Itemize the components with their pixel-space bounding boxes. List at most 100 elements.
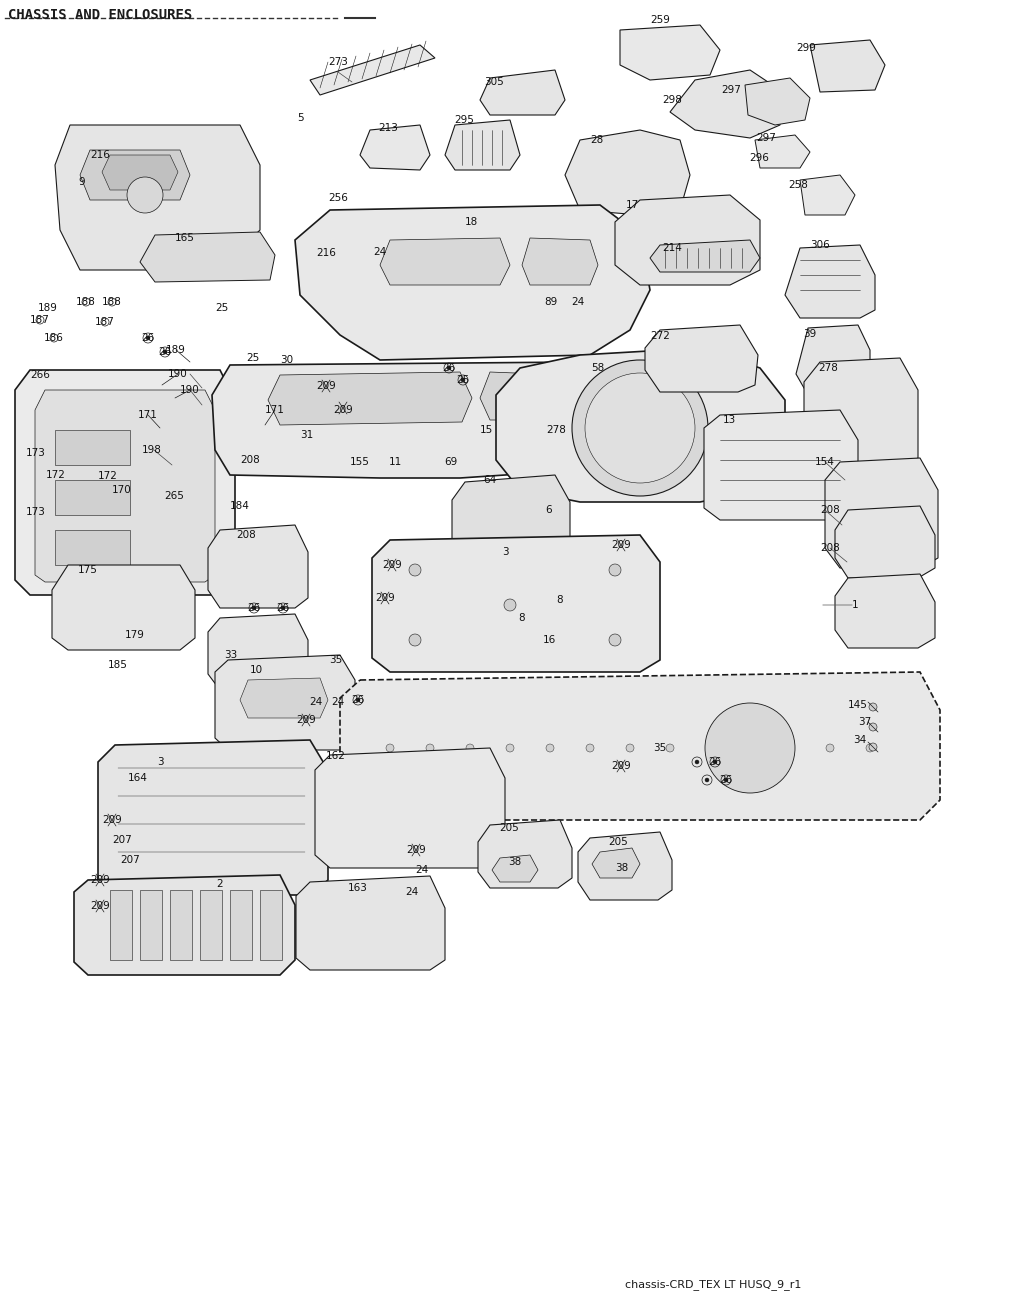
Polygon shape bbox=[208, 525, 308, 608]
Polygon shape bbox=[835, 574, 935, 649]
Text: 35: 35 bbox=[330, 655, 343, 664]
Polygon shape bbox=[492, 855, 538, 882]
Text: 24: 24 bbox=[332, 697, 345, 706]
Text: 2: 2 bbox=[217, 878, 223, 889]
Text: 208: 208 bbox=[820, 544, 840, 553]
Circle shape bbox=[695, 760, 699, 764]
Text: 273: 273 bbox=[328, 56, 348, 67]
Text: 3: 3 bbox=[157, 758, 163, 767]
Text: 296: 296 bbox=[750, 154, 769, 163]
Polygon shape bbox=[230, 890, 252, 960]
Text: 6: 6 bbox=[546, 506, 552, 515]
Text: 209: 209 bbox=[611, 762, 631, 771]
Text: 58: 58 bbox=[592, 362, 604, 373]
Polygon shape bbox=[445, 119, 520, 169]
Polygon shape bbox=[480, 70, 565, 116]
Text: 278: 278 bbox=[546, 425, 566, 435]
Polygon shape bbox=[296, 876, 445, 970]
Circle shape bbox=[705, 702, 795, 793]
Polygon shape bbox=[785, 246, 874, 318]
Polygon shape bbox=[620, 25, 720, 80]
Text: 216: 216 bbox=[316, 248, 336, 257]
Polygon shape bbox=[745, 77, 810, 125]
Circle shape bbox=[866, 744, 874, 752]
Text: 305: 305 bbox=[484, 77, 504, 87]
Circle shape bbox=[826, 744, 834, 752]
Circle shape bbox=[572, 360, 708, 496]
Polygon shape bbox=[670, 70, 780, 138]
Text: 28: 28 bbox=[591, 135, 603, 144]
Text: 184: 184 bbox=[230, 502, 250, 511]
Polygon shape bbox=[98, 741, 328, 895]
Polygon shape bbox=[452, 475, 570, 555]
Polygon shape bbox=[480, 372, 575, 420]
Text: 18: 18 bbox=[464, 217, 477, 227]
Text: 39: 39 bbox=[804, 330, 816, 339]
Text: 10: 10 bbox=[250, 664, 262, 675]
Text: 9: 9 bbox=[79, 177, 85, 186]
Circle shape bbox=[163, 351, 167, 355]
Text: 209: 209 bbox=[611, 540, 631, 550]
Text: 26: 26 bbox=[709, 758, 722, 767]
Polygon shape bbox=[565, 130, 690, 215]
Text: 5: 5 bbox=[297, 113, 303, 123]
Text: 26: 26 bbox=[141, 334, 155, 343]
Text: 155: 155 bbox=[350, 457, 370, 467]
Text: 38: 38 bbox=[508, 857, 521, 867]
Text: 8: 8 bbox=[519, 613, 525, 622]
Polygon shape bbox=[102, 155, 178, 190]
Circle shape bbox=[506, 744, 514, 752]
Text: 213: 213 bbox=[378, 123, 398, 133]
Circle shape bbox=[426, 744, 434, 752]
Circle shape bbox=[746, 744, 754, 752]
Text: 24: 24 bbox=[374, 247, 387, 257]
Polygon shape bbox=[360, 125, 430, 169]
Polygon shape bbox=[140, 890, 162, 960]
Text: 38: 38 bbox=[615, 863, 629, 873]
Text: 278: 278 bbox=[818, 362, 838, 373]
Polygon shape bbox=[825, 458, 938, 569]
Polygon shape bbox=[52, 565, 195, 650]
Circle shape bbox=[466, 744, 474, 752]
Text: 26: 26 bbox=[159, 347, 172, 357]
Text: 185: 185 bbox=[109, 660, 128, 670]
Polygon shape bbox=[380, 238, 510, 285]
Text: 186: 186 bbox=[44, 334, 63, 343]
Text: 214: 214 bbox=[663, 243, 682, 253]
Text: 209: 209 bbox=[333, 404, 353, 415]
Circle shape bbox=[609, 565, 621, 576]
Polygon shape bbox=[835, 506, 935, 578]
Text: 24: 24 bbox=[571, 297, 585, 307]
Polygon shape bbox=[140, 232, 275, 282]
Text: chassis-CRD_TEX LT HUSQ_9_r1: chassis-CRD_TEX LT HUSQ_9_r1 bbox=[625, 1279, 802, 1289]
Text: 265: 265 bbox=[164, 491, 184, 502]
Text: 145: 145 bbox=[848, 700, 868, 710]
Text: 205: 205 bbox=[608, 836, 628, 847]
Polygon shape bbox=[804, 358, 918, 467]
Circle shape bbox=[356, 699, 360, 702]
Circle shape bbox=[869, 723, 877, 731]
Text: 198: 198 bbox=[142, 445, 162, 456]
Circle shape bbox=[146, 336, 150, 340]
Text: 154: 154 bbox=[815, 457, 835, 467]
Polygon shape bbox=[200, 890, 222, 960]
Polygon shape bbox=[55, 125, 260, 270]
Text: 64: 64 bbox=[483, 475, 497, 484]
Text: 26: 26 bbox=[351, 695, 365, 705]
Text: 188: 188 bbox=[102, 297, 122, 307]
Text: 209: 209 bbox=[296, 716, 315, 725]
Polygon shape bbox=[55, 481, 130, 515]
Text: 187: 187 bbox=[30, 315, 50, 326]
Circle shape bbox=[869, 743, 877, 751]
Text: 26: 26 bbox=[442, 362, 456, 373]
Polygon shape bbox=[615, 196, 760, 285]
Polygon shape bbox=[522, 238, 598, 285]
Text: 24: 24 bbox=[406, 888, 419, 897]
Polygon shape bbox=[796, 326, 870, 395]
Text: 209: 209 bbox=[102, 815, 122, 825]
Circle shape bbox=[386, 744, 394, 752]
Text: 205: 205 bbox=[499, 823, 519, 832]
Text: 165: 165 bbox=[175, 232, 195, 243]
Text: 3: 3 bbox=[502, 548, 508, 557]
Text: 272: 272 bbox=[650, 331, 670, 341]
